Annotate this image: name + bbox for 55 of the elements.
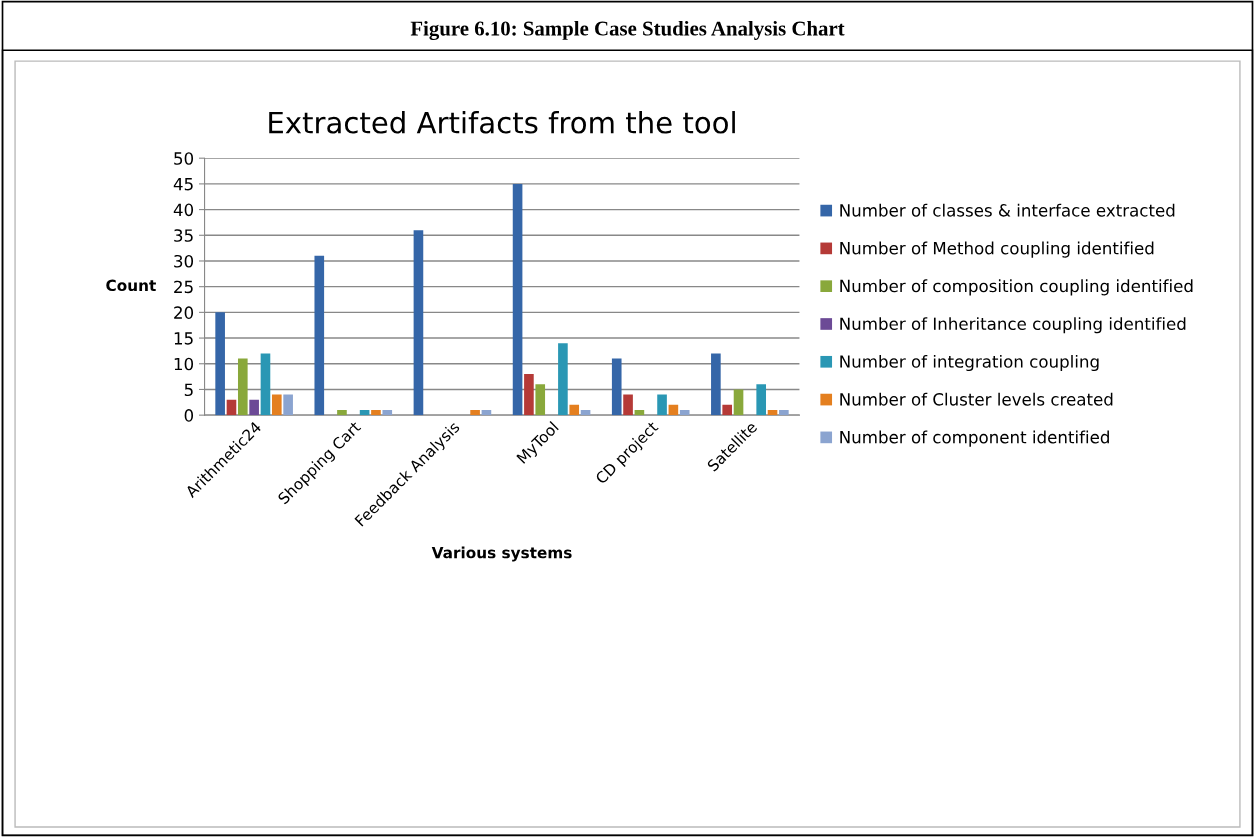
bar xyxy=(314,255,325,416)
legend-label: Number of classes & interface extracted xyxy=(840,203,1175,217)
y-tick-label: 15 xyxy=(174,332,193,345)
bar xyxy=(558,343,568,416)
bar xyxy=(371,410,381,416)
bar xyxy=(359,410,370,416)
bar xyxy=(481,410,492,416)
bar xyxy=(580,410,591,416)
bar xyxy=(569,404,580,416)
bar xyxy=(634,410,645,416)
bar xyxy=(611,358,622,416)
bar xyxy=(512,183,523,416)
bar xyxy=(413,230,424,416)
bar xyxy=(668,404,679,416)
bar xyxy=(271,394,282,416)
chart-title: Extracted Artifacts from the tool xyxy=(269,111,735,134)
y-tick-label: 40 xyxy=(173,203,194,217)
legend-label: Number of composition coupling identified xyxy=(840,279,1193,296)
bar xyxy=(756,384,767,416)
bar xyxy=(249,399,259,416)
bar xyxy=(524,374,534,416)
caption: Figure 6.10: Sample Case Studies Analysis Chart xyxy=(410,20,845,40)
legend-label: Number of component identified xyxy=(840,430,1109,447)
y-tick-label: 50 xyxy=(174,152,194,165)
legend-label: Number of integration coupling xyxy=(840,354,1099,372)
bar xyxy=(260,353,271,416)
bar xyxy=(215,312,225,416)
bar xyxy=(283,394,293,416)
bar xyxy=(337,410,347,416)
y-tick-label: 25 xyxy=(174,280,193,294)
bar xyxy=(382,410,393,416)
bar xyxy=(722,404,733,416)
bar xyxy=(657,394,667,416)
y-axis-title: Count xyxy=(106,279,156,292)
y-tick-label: 5 xyxy=(184,383,193,397)
bar xyxy=(237,358,248,416)
y-tick-label: 30 xyxy=(174,254,194,268)
bar xyxy=(711,353,721,416)
bar xyxy=(679,410,690,416)
y-tick-label: 45 xyxy=(173,178,193,191)
legend-label: Number of Cluster levels created xyxy=(840,392,1113,406)
bar xyxy=(535,384,546,416)
y-tick-label: 10 xyxy=(174,357,194,371)
bar xyxy=(779,410,789,416)
bar xyxy=(623,394,633,416)
bar xyxy=(733,389,744,416)
bar xyxy=(767,410,778,416)
x-axis-title: Various systems xyxy=(431,546,572,562)
bar xyxy=(226,399,237,416)
legend-label: Number of Method coupling identified xyxy=(840,241,1154,258)
y-tick-label: 0 xyxy=(184,409,194,422)
y-tick-label: 20 xyxy=(174,306,194,319)
legend-label: Number of Inheritance coupling identified xyxy=(840,317,1186,334)
y-tick-label: 35 xyxy=(174,229,193,242)
bar xyxy=(470,410,480,416)
